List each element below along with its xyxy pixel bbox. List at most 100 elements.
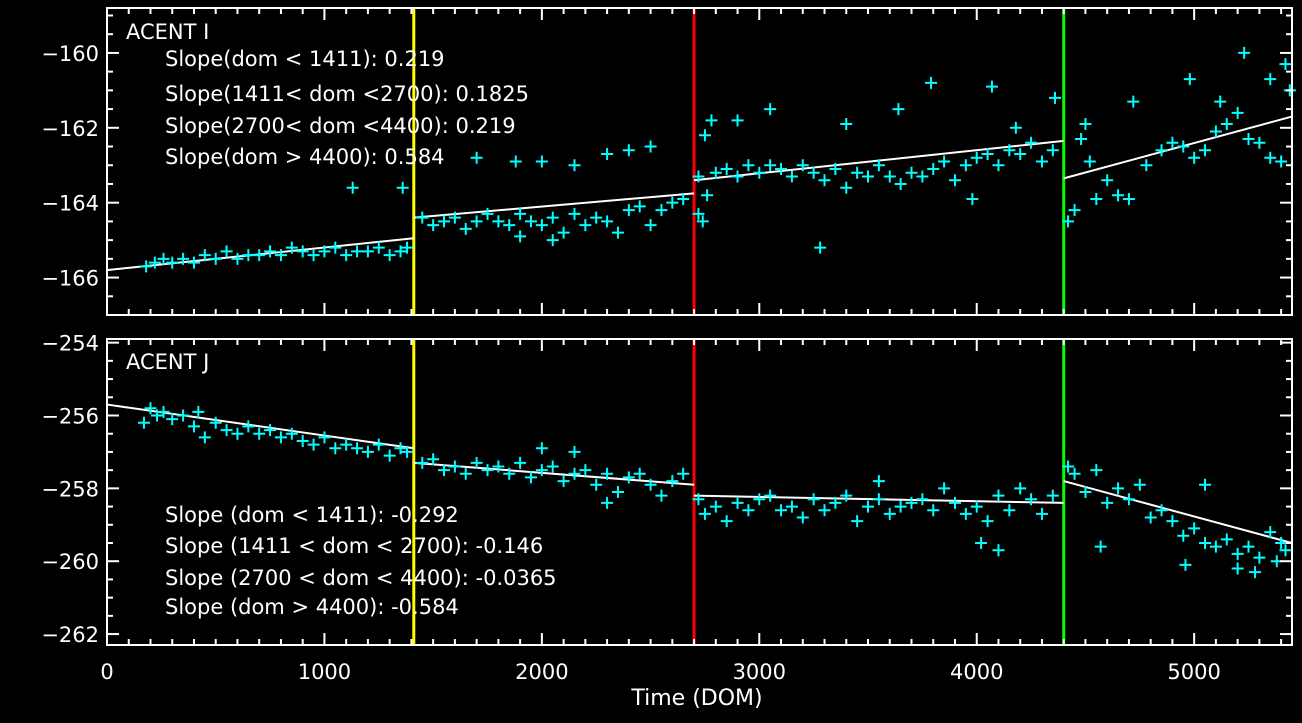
data-point: [372, 438, 385, 451]
data-point: [383, 249, 396, 262]
data-point: [1144, 511, 1157, 524]
data-point: [351, 245, 364, 258]
data-point: [938, 155, 951, 168]
data-point: [1127, 95, 1140, 108]
data-point: [546, 211, 559, 224]
data-point: [1068, 467, 1081, 480]
data-point: [340, 249, 353, 262]
data-point: [764, 103, 777, 116]
data-point: [677, 467, 690, 480]
data-point: [361, 245, 374, 258]
data-point: [948, 174, 961, 187]
data-point: [807, 166, 820, 179]
data-point: [959, 159, 972, 172]
data-point: [492, 460, 505, 473]
data-point: [329, 442, 342, 455]
y-tick-label: −164: [41, 192, 99, 216]
data-point: [916, 170, 929, 183]
x-tick-label: 2000: [515, 660, 568, 684]
data-point: [775, 504, 788, 517]
data-point: [970, 500, 983, 513]
data-point: [1242, 540, 1255, 553]
data-point: [514, 230, 527, 243]
data-point: [851, 515, 864, 528]
data-point: [785, 170, 798, 183]
x-tick-label: 1000: [298, 660, 351, 684]
data-point: [329, 241, 342, 254]
data-point: [731, 496, 744, 509]
data-point: [448, 460, 461, 473]
data-point: [1075, 133, 1088, 146]
data-point: [1264, 73, 1277, 86]
data-point: [1003, 144, 1016, 157]
fit-line-4: [1063, 480, 1293, 544]
data-point: [1214, 95, 1227, 108]
data-point: [1094, 540, 1107, 553]
data-point: [1253, 136, 1266, 149]
data-point: [753, 166, 766, 179]
data-point: [1209, 540, 1222, 553]
data-point: [416, 456, 429, 469]
data-point: [829, 162, 842, 175]
data-point: [340, 438, 353, 451]
data-point: [753, 493, 766, 506]
slope-annotation-4: Slope(dom > 4400): 0.584: [165, 145, 445, 169]
data-point: [503, 219, 516, 232]
data-point: [966, 192, 979, 205]
data-point: [1025, 493, 1038, 506]
y-tick-label: −160: [41, 42, 99, 66]
data-point: [720, 515, 733, 528]
data-point: [372, 241, 385, 254]
data-point: [959, 507, 972, 520]
data-point: [144, 402, 157, 415]
data-point: [814, 241, 827, 254]
data-point: [883, 507, 896, 520]
data-point: [894, 177, 907, 190]
data-point: [1238, 46, 1251, 59]
data-point: [401, 445, 414, 458]
data-point: [925, 76, 938, 89]
x-tick-label: 3000: [733, 660, 786, 684]
data-point: [274, 431, 287, 444]
data-point: [1220, 533, 1233, 546]
data-point: [1177, 140, 1190, 153]
data-point: [1062, 215, 1075, 228]
y-tick-label: −262: [41, 623, 99, 647]
slope-annotation-3: Slope(2700< dom <4400): 0.219: [165, 114, 516, 138]
data-point: [1014, 148, 1027, 161]
data-point: [396, 181, 409, 194]
data-point: [1112, 189, 1125, 202]
data-point: [818, 174, 831, 187]
data-point: [1101, 174, 1114, 187]
data-point: [1101, 496, 1114, 509]
data-point: [981, 515, 994, 528]
data-point: [796, 159, 809, 172]
data-point: [807, 493, 820, 506]
data-point: [1209, 125, 1222, 138]
data-point: [742, 159, 755, 172]
data-point: [1264, 151, 1277, 164]
slope-annotation-1: Slope(dom < 1411): 0.219: [165, 47, 445, 71]
data-point: [1049, 91, 1061, 104]
data-point: [346, 181, 359, 194]
data-point: [209, 252, 222, 265]
data-point: [579, 219, 592, 232]
data-point: [187, 420, 200, 433]
data-point: [818, 504, 831, 517]
data-point: [622, 471, 635, 484]
data-point: [438, 215, 451, 228]
data-point: [1279, 544, 1292, 557]
data-point: [862, 500, 875, 513]
data-point: [427, 219, 440, 232]
data-point: [1046, 144, 1059, 157]
data-point: [1199, 478, 1212, 491]
data-point: [285, 241, 298, 254]
data-point: [1035, 507, 1048, 520]
data-point: [1009, 121, 1022, 134]
panel-title: ACENT J: [126, 350, 209, 374]
data-point: [644, 140, 657, 153]
x-tick-label: 4000: [950, 660, 1003, 684]
panel-acent-i: −166 −164 −162 −160 ACENT I Slope(dom < 141…: [41, 7, 1296, 316]
data-point: [981, 148, 994, 161]
data-point: [557, 226, 570, 239]
